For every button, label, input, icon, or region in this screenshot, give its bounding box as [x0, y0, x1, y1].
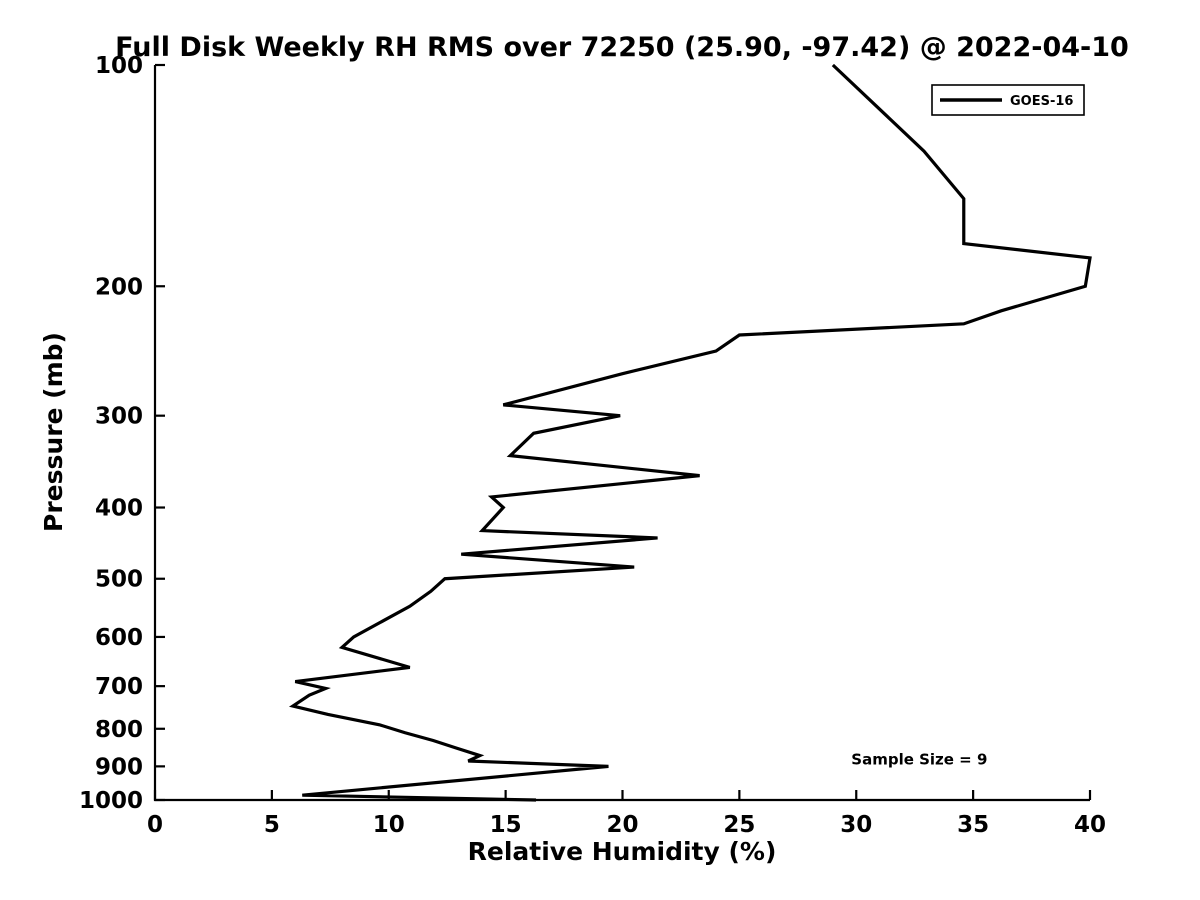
y-axis-label: Pressure (mb) [39, 332, 68, 532]
y-tick-label: 600 [95, 625, 143, 651]
annotations-group: Sample Size = 9 [851, 751, 987, 769]
x-tick-label: 15 [490, 812, 522, 838]
x-tick-label: 40 [1074, 812, 1106, 838]
y-tick-label: 200 [95, 274, 143, 300]
data-series-group [288, 63, 1092, 802]
page-title: Full Disk Weekly RH RMS over 72250 (25.9… [115, 32, 1129, 63]
y-tick-label: 100 [95, 53, 143, 79]
x-tick-label: 20 [606, 812, 638, 838]
axis-titles: Relative Humidity (%) Pressure (mb) [39, 332, 776, 866]
y-axis-ticks: 100 200 300 400 500 600 700 800 900 1000 [79, 53, 165, 814]
x-tick-label: 25 [723, 812, 755, 838]
y-tick-label: 300 [95, 404, 143, 430]
y-tick-label: 400 [95, 496, 143, 522]
chart-title-group: Full Disk Weekly RH RMS over 72250 (25.9… [115, 32, 1129, 63]
data-series-line [288, 63, 1092, 802]
x-tick-label: 30 [840, 812, 872, 838]
x-tick-label: 10 [373, 812, 405, 838]
x-tick-label: 35 [957, 812, 989, 838]
legend-label: GOES-16 [1010, 94, 1073, 109]
x-tick-label: 5 [264, 812, 280, 838]
y-tick-label: 500 [95, 567, 143, 593]
y-tick-label: 800 [95, 717, 143, 743]
legend[interactable]: GOES-16 [931, 84, 1085, 116]
y-tick-label: 1000 [79, 788, 143, 814]
sample-size-annotation: Sample Size = 9 [851, 751, 987, 769]
y-tick-label: 700 [95, 674, 143, 700]
axis-frame [153, 65, 1090, 802]
axis-spines [153, 65, 1090, 802]
x-axis-ticks: 0 5 10 15 20 25 30 35 40 [147, 790, 1106, 838]
x-tick-label: 0 [147, 812, 163, 838]
y-tick-label: 900 [95, 754, 143, 780]
x-axis-label: Relative Humidity (%) [468, 837, 777, 866]
